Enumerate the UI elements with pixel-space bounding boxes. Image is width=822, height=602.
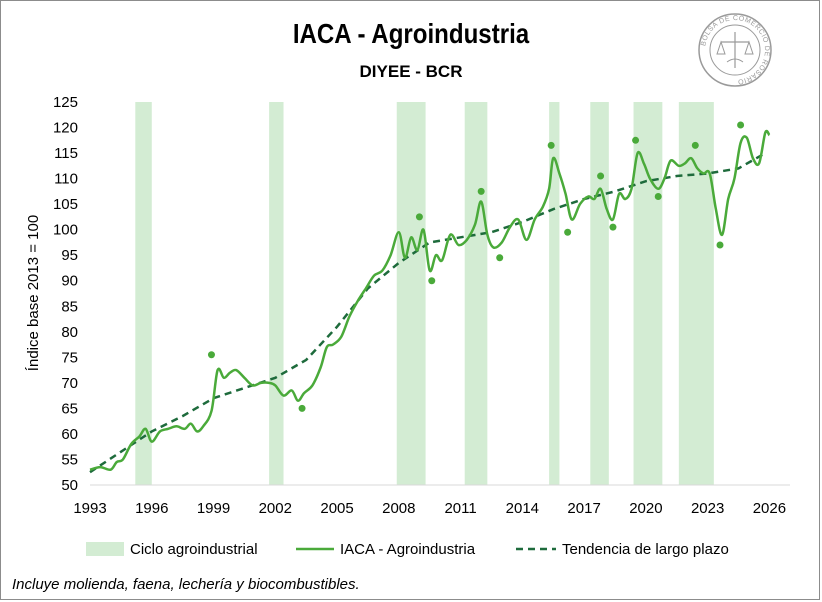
series-iaca-line [89,129,771,472]
cycle-marker-point [609,223,617,231]
x-tick-label: 2017 [567,500,600,517]
cycle-marker-point [415,213,423,221]
cycle-marker-point [691,141,699,149]
bcr-seal-logo: BOLSA DE COMERCIO DE ROSARIO [698,13,772,87]
y-tick-label: 100 [53,222,78,239]
cycle-marker-point [716,241,724,249]
legend-label-iaca: IACA - Agroindustria [340,541,476,558]
y-tick-label: 110 [54,171,78,188]
footnote: Incluye molienda, faena, lechería y bioc… [12,576,360,593]
cycle-marker-point [654,192,662,200]
y-tick-label: 55 [61,451,78,468]
chart-title: IACA - Agroindustria [292,18,530,49]
chart-subtitle: DIYEE - BCR [359,62,463,81]
cycle-marker-point [207,351,215,359]
cycle-band-0 [135,102,152,485]
x-tick-label: 2011 [444,500,476,517]
y-tick-label: 75 [61,349,78,366]
legend-label-tendencia: Tendencia de largo plazo [562,541,729,558]
y-tick-label: 95 [61,247,78,264]
cycle-band-2 [396,102,426,485]
y-tick-label: 70 [61,375,78,392]
legend: Ciclo agroindustrial IACA - Agroindustri… [86,541,729,558]
x-tick-label: 1999 [197,500,230,517]
cycle-band-3 [464,102,488,485]
x-tick-label: 2023 [691,500,724,517]
cycle-marker-point [564,228,572,236]
x-tick-label: 2005 [320,500,353,517]
y-tick-label: 90 [61,273,78,290]
cycle-marker-point [737,121,745,129]
legend-label-ciclo: Ciclo agroindustrial [130,541,258,558]
y-tick-label: 85 [61,298,78,315]
cycle-band-4 [549,102,560,485]
y-tick-label: 60 [61,426,78,443]
cycle-band-1 [269,102,284,485]
legend-swatch-ciclo [86,542,124,556]
cycle-band-6 [633,102,663,485]
x-tick-label: 2026 [753,500,786,517]
cycle-band-5 [590,102,609,485]
cycle-marker-point [597,172,605,180]
y-tick-label: 120 [53,120,78,137]
y-tick-label: 50 [61,477,78,494]
x-tick-label: 2008 [382,500,415,517]
y-tick-label: 65 [61,400,78,417]
series-tendencia-line [89,152,766,474]
cycle-band-7 [678,102,714,485]
cycle-marker-point [547,141,555,149]
cycle-marker-point [496,254,504,262]
y-axis-label: Índice base 2013 = 100 [25,215,42,371]
cycle-marker-point [477,187,485,195]
x-tick-label: 2020 [629,500,662,517]
cycle-marker-point [632,136,640,144]
x-tick-label: 1993 [73,500,106,517]
y-tick-label: 105 [53,196,78,213]
x-tick-label: 1996 [135,500,168,517]
y-tick-label: 80 [61,324,78,341]
y-tick-label: 115 [54,145,78,162]
x-tick-label: 2002 [259,500,292,517]
y-tick-label: 125 [53,94,78,111]
cycle-marker-point [298,404,306,412]
x-tick-label: 2014 [506,500,539,517]
cycle-marker-point [428,277,436,285]
